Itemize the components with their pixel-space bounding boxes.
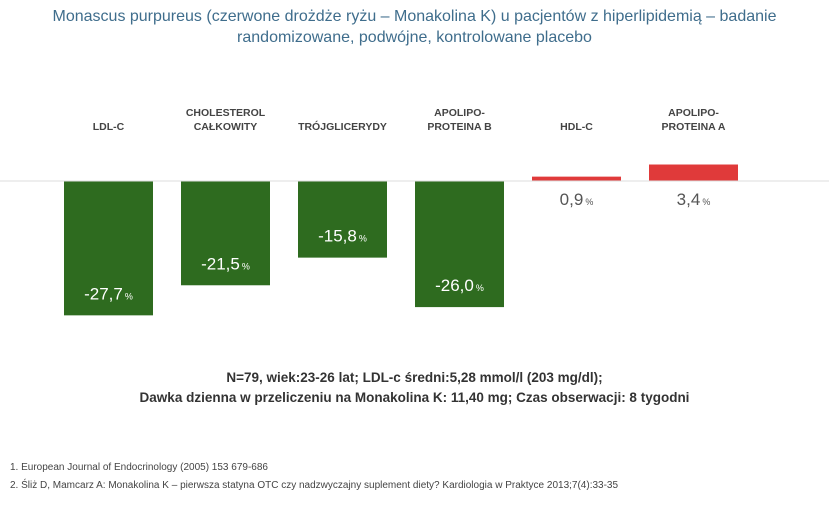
category-label-6-line-2: PROTEINA A: [662, 121, 726, 133]
study-info: N=79, wiek:23-26 lat; LDL-c średni:5,28 …: [0, 368, 829, 408]
category-label-5-line-1: HDL-C: [560, 121, 593, 133]
study-info-line-1: N=79, wiek:23-26 lat; LDL-c średni:5,28 …: [226, 370, 603, 385]
bar-3: [298, 181, 387, 258]
value-label-3: -15,8%: [318, 227, 367, 246]
bar-5: [532, 176, 621, 181]
reference-1: 1. European Journal of Endocrinology (20…: [10, 462, 268, 473]
chart-title-line-1: Monascus purpureus (czerwone drożdże ryż…: [52, 8, 777, 25]
value-label-4: -26,0%: [435, 276, 484, 295]
references: 1. European Journal of Endocrinology (20…: [10, 459, 618, 495]
bar-4: [415, 181, 504, 308]
category-label-2-line-2: CAŁKOWITY: [194, 121, 258, 133]
category-label-3-line-1: TRÓJGLICERYDY: [298, 120, 387, 133]
category-label-4-line-2: PROTEINA B: [427, 121, 492, 133]
chart-title: Monascus purpureus (czerwone drożdże ryż…: [0, 6, 829, 48]
bar-1: [64, 181, 153, 316]
value-label-1: -27,7%: [84, 284, 133, 303]
bar-2: [181, 181, 270, 286]
category-label-1-line-1: LDL-C: [93, 121, 125, 133]
category-label-6-line-1: APOLIPO-: [668, 107, 719, 119]
bar-chart: LDL-C -27,7 % CHOLESTEROL CAŁKOWITY -21,5 % TRÓ…: [0, 107, 829, 316]
value-label-5: 0,9%: [560, 190, 594, 209]
value-label-2: -21,5%: [201, 254, 250, 273]
category-label-2-line-1: CHOLESTEROL: [186, 107, 266, 119]
value-label-6: 3,4%: [677, 190, 711, 209]
category-label-4-line-1: APOLIPO-: [434, 107, 485, 119]
chart-title-line-2: randomizowane, podwójne, kontrolowane pl…: [237, 29, 592, 46]
reference-2: 2. Śliż D, Mamcarz A: Monakolina K – pie…: [10, 480, 619, 491]
bar-6: [649, 164, 738, 181]
study-info-line-2: Dawka dzienna w przeliczeniu na Monakoli…: [139, 390, 690, 405]
